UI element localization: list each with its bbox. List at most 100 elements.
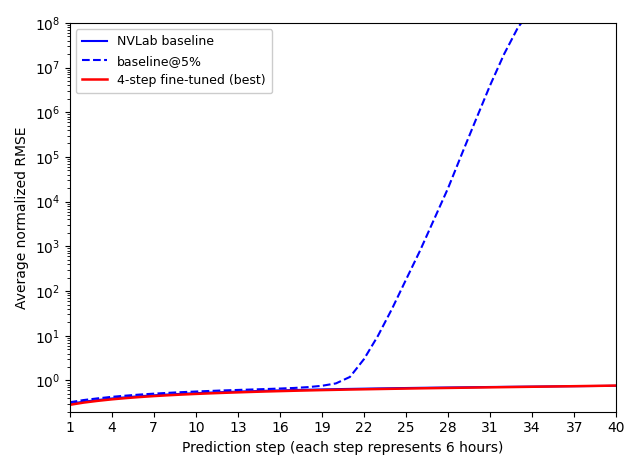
NVLab baseline: [262, 388, 269, 393]
baseline@5%: [136, 392, 143, 397]
baseline@5%: [374, 333, 382, 338]
baseline@5%: [290, 385, 298, 391]
4-step fine-tuned (best): [276, 388, 284, 394]
NVLab baseline: [486, 384, 494, 390]
4-step fine-tuned (best): [486, 384, 494, 390]
NVLab baseline: [178, 391, 186, 397]
baseline@5%: [416, 248, 424, 253]
4-step fine-tuned (best): [458, 385, 466, 391]
baseline@5%: [472, 116, 480, 122]
4-step fine-tuned (best): [66, 402, 74, 407]
Y-axis label: Average normalized RMSE: Average normalized RMSE: [15, 126, 29, 308]
NVLab baseline: [192, 391, 200, 396]
baseline@5%: [444, 185, 452, 191]
baseline@5%: [150, 391, 157, 397]
4-step fine-tuned (best): [388, 386, 396, 392]
baseline@5%: [220, 388, 228, 393]
NVLab baseline: [444, 384, 452, 390]
4-step fine-tuned (best): [472, 385, 480, 391]
4-step fine-tuned (best): [206, 391, 214, 396]
4-step fine-tuned (best): [598, 383, 606, 389]
4-step fine-tuned (best): [556, 384, 564, 389]
4-step fine-tuned (best): [444, 385, 452, 391]
4-step fine-tuned (best): [192, 391, 200, 397]
NVLab baseline: [122, 394, 129, 400]
baseline@5%: [178, 389, 186, 395]
NVLab baseline: [515, 384, 522, 390]
baseline@5%: [430, 217, 438, 222]
4-step fine-tuned (best): [178, 392, 186, 397]
4-step fine-tuned (best): [248, 389, 256, 395]
4-step fine-tuned (best): [584, 383, 592, 389]
4-step fine-tuned (best): [80, 400, 88, 406]
baseline@5%: [234, 387, 242, 393]
NVLab baseline: [612, 383, 620, 389]
NVLab baseline: [570, 384, 578, 389]
NVLab baseline: [206, 390, 214, 395]
4-step fine-tuned (best): [416, 385, 424, 391]
baseline@5%: [164, 390, 172, 396]
NVLab baseline: [66, 401, 74, 407]
baseline@5%: [486, 82, 494, 88]
NVLab baseline: [290, 387, 298, 393]
4-step fine-tuned (best): [332, 387, 340, 392]
baseline@5%: [332, 381, 340, 386]
4-step fine-tuned (best): [304, 388, 312, 393]
baseline@5%: [108, 394, 116, 399]
NVLab baseline: [528, 384, 536, 390]
4-step fine-tuned (best): [262, 389, 269, 394]
baseline@5%: [94, 396, 102, 401]
baseline@5%: [515, 24, 522, 30]
baseline@5%: [500, 51, 508, 57]
baseline@5%: [122, 393, 129, 399]
baseline@5%: [388, 306, 396, 312]
NVLab baseline: [80, 399, 88, 405]
baseline@5%: [402, 277, 410, 282]
4-step fine-tuned (best): [374, 386, 382, 392]
NVLab baseline: [416, 385, 424, 391]
4-step fine-tuned (best): [164, 392, 172, 398]
NVLab baseline: [584, 383, 592, 389]
NVLab baseline: [234, 389, 242, 394]
baseline@5%: [80, 397, 88, 403]
NVLab baseline: [402, 385, 410, 391]
Legend: NVLab baseline, baseline@5%, 4-step fine-tuned (best): NVLab baseline, baseline@5%, 4-step fine…: [76, 29, 272, 93]
NVLab baseline: [360, 386, 368, 392]
4-step fine-tuned (best): [220, 390, 228, 396]
baseline@5%: [360, 356, 368, 362]
baseline@5%: [66, 400, 74, 405]
baseline@5%: [528, 7, 536, 12]
NVLab baseline: [598, 383, 606, 389]
4-step fine-tuned (best): [612, 383, 620, 388]
Line: NVLab baseline: NVLab baseline: [70, 386, 616, 404]
NVLab baseline: [318, 387, 326, 392]
NVLab baseline: [346, 386, 354, 392]
4-step fine-tuned (best): [136, 394, 143, 400]
NVLab baseline: [304, 387, 312, 392]
4-step fine-tuned (best): [542, 384, 550, 390]
baseline@5%: [248, 387, 256, 392]
baseline@5%: [206, 388, 214, 394]
NVLab baseline: [542, 384, 550, 389]
NVLab baseline: [388, 385, 396, 391]
4-step fine-tuned (best): [528, 384, 536, 390]
4-step fine-tuned (best): [94, 398, 102, 404]
NVLab baseline: [556, 384, 564, 389]
4-step fine-tuned (best): [108, 397, 116, 402]
NVLab baseline: [276, 388, 284, 393]
4-step fine-tuned (best): [290, 388, 298, 393]
baseline@5%: [276, 386, 284, 392]
NVLab baseline: [108, 396, 116, 401]
baseline@5%: [318, 383, 326, 389]
NVLab baseline: [136, 393, 143, 399]
NVLab baseline: [500, 384, 508, 390]
baseline@5%: [458, 150, 466, 156]
4-step fine-tuned (best): [515, 384, 522, 390]
4-step fine-tuned (best): [360, 386, 368, 392]
baseline@5%: [192, 389, 200, 394]
NVLab baseline: [164, 392, 172, 397]
4-step fine-tuned (best): [346, 387, 354, 392]
baseline@5%: [346, 374, 354, 380]
4-step fine-tuned (best): [122, 395, 129, 401]
NVLab baseline: [458, 384, 466, 390]
